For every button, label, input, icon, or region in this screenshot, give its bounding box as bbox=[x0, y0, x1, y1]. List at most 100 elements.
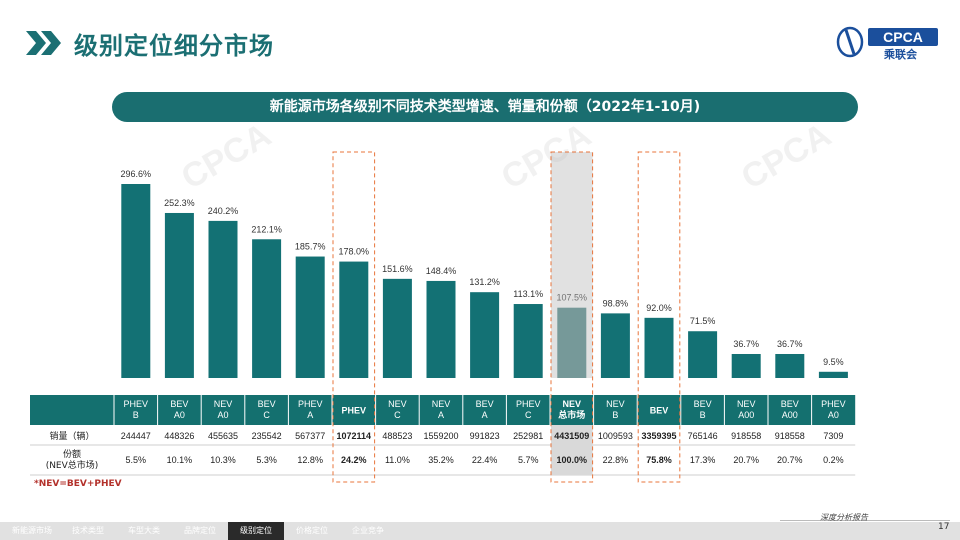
bar bbox=[688, 331, 718, 378]
data-table: 销量（辆）份额(NEV总市场)PHEVB2444475.5%BEVA044832… bbox=[30, 395, 856, 476]
table-header-label: A bbox=[307, 410, 313, 420]
table-cell-share: 5.3% bbox=[256, 455, 277, 465]
footer-tab[interactable]: 新能源市场 bbox=[12, 526, 52, 535]
table-cell-sales: 918558 bbox=[731, 431, 761, 441]
bar bbox=[295, 256, 325, 378]
cpca-logo: CPCA bbox=[836, 26, 938, 58]
title-chevron-icon bbox=[26, 31, 61, 55]
table-cell-share: 10.1% bbox=[167, 455, 193, 465]
bar-value-label: 71.5% bbox=[690, 316, 716, 326]
bar bbox=[513, 304, 543, 378]
table-header-label: BEV bbox=[476, 399, 494, 409]
bar-value-label: 185.7% bbox=[295, 242, 326, 252]
table-header-label: BEV bbox=[781, 399, 799, 409]
table-cell-share: 75.8% bbox=[646, 455, 672, 465]
watermark-text: CPCA bbox=[735, 116, 837, 197]
table-header-label: NEV bbox=[432, 399, 451, 409]
watermark-layer: CPCA CPCA CPCA bbox=[175, 116, 837, 197]
footer-slogan: 深度分析报告 bbox=[820, 513, 868, 522]
bar-value-label: 9.5% bbox=[823, 357, 844, 367]
footer-tab[interactable]: 企业竞争 bbox=[352, 526, 384, 535]
table-header-label: BEV bbox=[650, 406, 669, 416]
table-header-label: PHEV bbox=[821, 399, 846, 409]
highlight-box bbox=[637, 151, 681, 483]
row-label-share: (NEV总市场) bbox=[46, 459, 99, 471]
table-cell-sales: 3359395 bbox=[641, 431, 676, 441]
bar bbox=[382, 278, 412, 378]
table-header-label: A00 bbox=[782, 410, 798, 420]
watermark-text: CPCA bbox=[175, 116, 277, 197]
bar bbox=[121, 184, 151, 378]
bar-value-label: 212.1% bbox=[251, 224, 282, 234]
table-header-label: A bbox=[482, 410, 488, 420]
row-label-sales: 销量（辆） bbox=[49, 430, 94, 442]
table-header-label: A0 bbox=[828, 410, 839, 420]
bar bbox=[426, 280, 456, 378]
bar bbox=[818, 371, 848, 378]
page-number: 17 bbox=[938, 522, 950, 532]
table-cell-share: 5.5% bbox=[126, 455, 147, 465]
footer-tab[interactable]: 品牌定位 bbox=[184, 526, 216, 535]
table-header-label: PHEV bbox=[516, 399, 541, 409]
table-header-label: A0 bbox=[174, 410, 185, 420]
table-cell-sales: 7309 bbox=[823, 431, 843, 441]
footnote: *NEV=BEV+PHEV bbox=[34, 479, 122, 489]
bar bbox=[731, 353, 761, 378]
bar-value-label: 36.7% bbox=[777, 339, 803, 349]
bar bbox=[252, 239, 282, 378]
table-cell-share: 11.0% bbox=[385, 455, 410, 465]
table-header-label: PHEV bbox=[124, 399, 149, 409]
table-header-label: BEV bbox=[694, 399, 712, 409]
table-header-bg bbox=[30, 395, 856, 425]
footer-tab[interactable]: 车型大类 bbox=[128, 526, 160, 535]
footer-divider bbox=[780, 520, 950, 521]
bar-value-label: 178.0% bbox=[339, 247, 370, 257]
table-cell-sales: 488523 bbox=[382, 431, 412, 441]
table-cell-sales: 1009593 bbox=[598, 431, 633, 441]
table-header-label: 总市场 bbox=[558, 409, 585, 420]
table-cell-sales: 918558 bbox=[775, 431, 805, 441]
page-title: 级别定位细分市场 bbox=[74, 32, 274, 60]
table-cell-share: 10.3% bbox=[210, 455, 236, 465]
table-header-label: C bbox=[525, 410, 532, 420]
bar bbox=[600, 313, 630, 378]
table-cell-sales: 252981 bbox=[513, 431, 543, 441]
table-cell-sales: 991823 bbox=[470, 431, 500, 441]
table-header-label: A bbox=[438, 410, 444, 420]
table-header-label: A00 bbox=[738, 410, 754, 420]
bar bbox=[775, 353, 805, 378]
table-header-label: B bbox=[133, 410, 139, 420]
bar-value-label: 296.6% bbox=[121, 169, 152, 179]
chart-banner: 新能源市场各级别不同技术类型增速、销量和份额（2022年1-10月) bbox=[112, 92, 858, 122]
table-header-label: PHEV bbox=[298, 399, 323, 409]
table-header-label: NEV bbox=[606, 399, 625, 409]
highlight-layer bbox=[332, 151, 681, 483]
table-header-label: NEV bbox=[214, 399, 233, 409]
table-cell-share: 24.2% bbox=[341, 455, 367, 465]
table-header-label: NEV bbox=[563, 399, 582, 409]
bar-value-label: 148.4% bbox=[426, 266, 457, 276]
table-cell-share: 12.8% bbox=[297, 455, 323, 465]
table-cell-share: 22.4% bbox=[472, 455, 498, 465]
table-header-label: PHEV bbox=[342, 406, 367, 416]
table-cell-share: 35.2% bbox=[428, 455, 454, 465]
table-cell-sales: 244447 bbox=[121, 431, 151, 441]
logo-subtitle: 乘联会 bbox=[884, 48, 917, 61]
bar-value-label: 92.0% bbox=[646, 303, 672, 313]
footer-tab[interactable]: 级别定位 bbox=[228, 522, 284, 540]
bar bbox=[339, 261, 369, 378]
shaded-column-upper bbox=[551, 152, 593, 378]
bar bbox=[644, 317, 674, 378]
bars-layer bbox=[121, 184, 848, 378]
bar bbox=[164, 212, 194, 378]
footer-tab[interactable]: 技术类型 bbox=[72, 526, 104, 535]
table-header-label: BEV bbox=[258, 399, 276, 409]
table-header-label: C bbox=[263, 410, 270, 420]
bar-value-label: 98.8% bbox=[603, 298, 629, 308]
table-header-label: B bbox=[612, 410, 618, 420]
bar-value-label: 113.1% bbox=[513, 289, 543, 299]
shaded-column-bg bbox=[551, 425, 593, 475]
footer-tab[interactable]: 价格定位 bbox=[296, 526, 328, 535]
table-cell-sales: 1072114 bbox=[337, 431, 372, 441]
table-cell-share: 17.3% bbox=[690, 455, 716, 465]
